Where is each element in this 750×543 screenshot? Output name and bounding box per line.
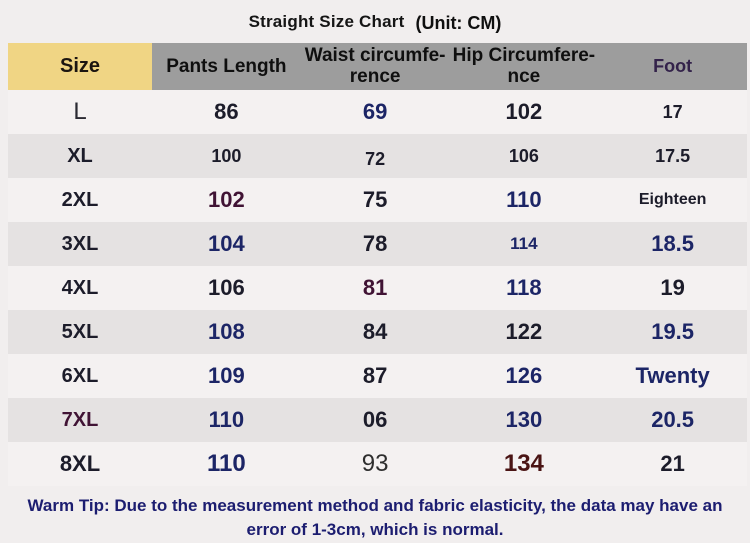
size-cell: XL — [67, 144, 93, 167]
table-row: 6XL 109 87 126 Twenty — [8, 354, 747, 398]
value-cell: 19.5 — [651, 319, 695, 344]
title-text: Straight Size Chart — [248, 11, 405, 31]
value-cell: 19 — [660, 275, 685, 300]
value-cell: 100 — [211, 145, 242, 166]
size-chart-table: Size Pants Length Waist circumfe- rence … — [8, 43, 747, 486]
value-cell: 84 — [362, 319, 388, 344]
header-cell-hip-circumference: Hip Circumfere- nce — [450, 43, 599, 90]
value-cell: 109 — [208, 363, 245, 388]
header-cell-pants-length: Pants Length — [166, 55, 287, 77]
table-row: 7XL 110 06 130 20.5 — [8, 398, 747, 442]
header-label-line: nce — [507, 65, 541, 87]
value-cell: 78 — [362, 231, 388, 256]
table-row: 2XL 102 75 110 Eighteen — [8, 178, 747, 222]
table-row: 8XL 110 93 134 21 — [8, 442, 747, 486]
value-cell: 69 — [362, 99, 388, 124]
value-cell: 93 — [361, 450, 389, 477]
header-row: Size Pants Length Waist circumfe- rence … — [8, 43, 747, 90]
size-cell: 4XL — [61, 276, 99, 299]
value-cell: 102 — [208, 187, 245, 212]
header-cell-waist-circumference: Waist circumfe- rence — [301, 43, 450, 90]
value-cell: 122 — [505, 319, 543, 344]
value-cell: 110 — [208, 407, 245, 432]
size-cell: 8XL — [59, 451, 101, 476]
value-cell: 114 — [510, 234, 538, 253]
value-cell: 134 — [503, 450, 544, 477]
warm-tip: Warm Tip: Due to the measurement method … — [27, 496, 723, 539]
value-cell: 118 — [506, 275, 542, 300]
value-cell: 17.5 — [655, 145, 691, 166]
header-label-line: Hip Circumfere- — [452, 44, 596, 66]
value-cell: 126 — [505, 363, 543, 388]
value-cell: Twenty — [635, 363, 710, 388]
value-cell: 20.5 — [651, 407, 695, 432]
size-cell: 5XL — [61, 320, 99, 343]
header-cell-size: Size — [8, 43, 152, 90]
value-cell: 110 — [207, 450, 246, 477]
size-cell: 6XL — [61, 364, 99, 387]
value-cell: 86 — [214, 99, 239, 124]
value-cell: 108 — [208, 319, 245, 344]
table-row: 4XL 106 81 118 19 — [8, 266, 747, 310]
value-cell: 21 — [660, 451, 685, 476]
size-cell: L — [73, 98, 87, 125]
header-cell-foot: Foot — [653, 56, 693, 76]
value-cell: 104 — [208, 231, 245, 256]
value-cell: 130 — [505, 407, 543, 432]
size-cell: 2XL — [61, 188, 99, 211]
header-label-line: Waist circumfe- — [304, 44, 446, 66]
size-cell: 3XL — [61, 232, 99, 255]
value-cell: 17 — [662, 101, 683, 122]
value-cell: 87 — [362, 363, 388, 388]
value-cell: 102 — [505, 99, 543, 124]
value-cell: 81 — [362, 275, 388, 300]
page-title: Straight Size Chart (Unit: CM) — [0, 0, 750, 43]
value-cell: 06 — [362, 407, 388, 432]
value-cell: Eighteen — [638, 191, 707, 208]
value-cell: 75 — [362, 187, 388, 212]
table-row: 5XL 108 84 122 19.5 — [8, 310, 747, 354]
title-unit-label: (Unit: CM) — [415, 13, 502, 33]
header-label-line: rence — [349, 65, 401, 87]
size-cell: 7XL — [61, 408, 99, 431]
table-row: XL 100 72 106 17.5 — [8, 134, 747, 178]
table-row: L 86 69 102 17 — [8, 90, 747, 134]
value-cell: 106 — [208, 275, 245, 300]
table-row: 3XL 104 78 114 18.5 — [8, 222, 747, 266]
value-cell: 106 — [508, 145, 539, 166]
value-cell: 110 — [506, 187, 542, 212]
value-cell: 72 — [365, 148, 386, 169]
value-cell: 18.5 — [651, 231, 695, 256]
